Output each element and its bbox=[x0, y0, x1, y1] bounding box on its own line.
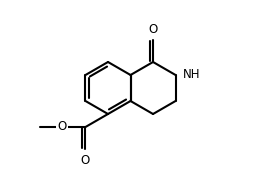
Text: O: O bbox=[81, 154, 90, 167]
Text: O: O bbox=[58, 121, 67, 134]
Text: O: O bbox=[148, 23, 158, 36]
Text: NH: NH bbox=[182, 69, 200, 82]
